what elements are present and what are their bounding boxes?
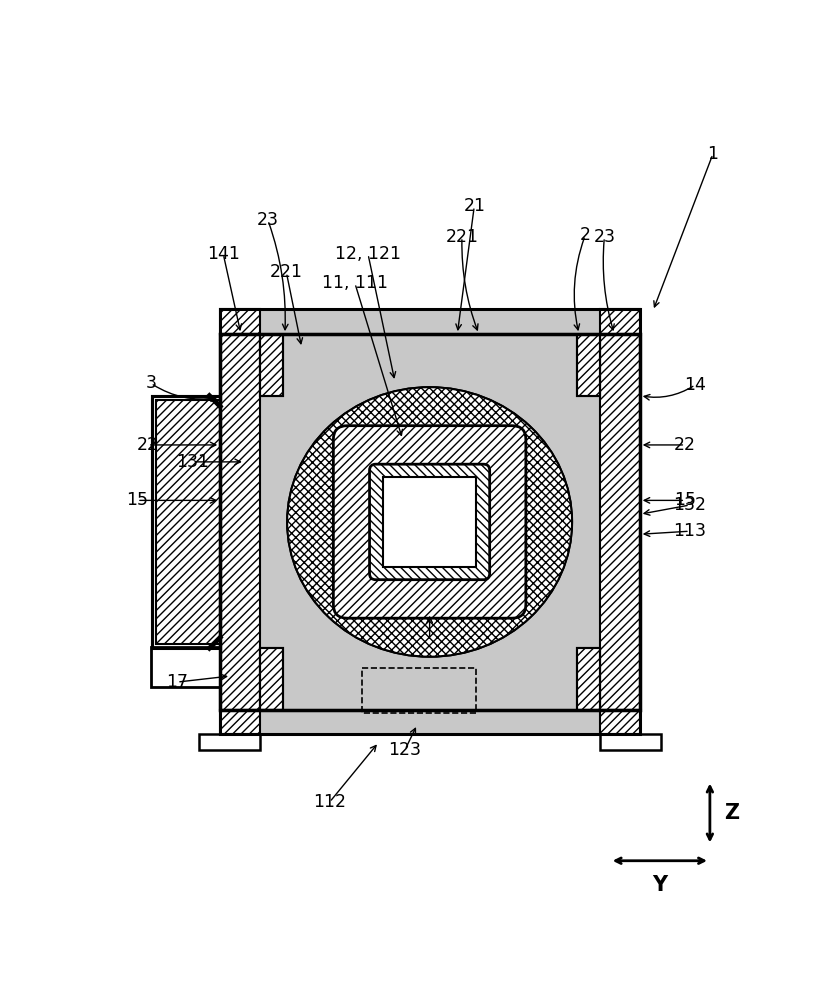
Bar bbox=[157, 400, 220, 644]
Text: 14: 14 bbox=[685, 376, 706, 394]
Bar bbox=[220, 710, 640, 734]
Bar bbox=[600, 309, 640, 334]
Text: 15: 15 bbox=[674, 491, 696, 509]
Bar bbox=[152, 396, 220, 648]
Bar bbox=[220, 309, 640, 334]
Text: 112: 112 bbox=[313, 793, 346, 811]
Bar bbox=[220, 309, 640, 334]
Bar bbox=[260, 334, 283, 396]
Bar bbox=[576, 648, 600, 710]
Bar bbox=[152, 396, 220, 648]
Bar bbox=[220, 710, 640, 734]
Bar bbox=[260, 648, 283, 710]
Bar bbox=[151, 647, 220, 687]
Text: 12, 121: 12, 121 bbox=[335, 245, 401, 263]
Text: 1: 1 bbox=[707, 145, 719, 163]
Bar bbox=[576, 334, 600, 396]
Text: 22: 22 bbox=[137, 436, 159, 454]
Bar bbox=[220, 334, 640, 710]
Bar bbox=[600, 710, 640, 734]
Bar bbox=[220, 710, 260, 734]
Bar bbox=[283, 334, 576, 710]
Bar bbox=[220, 334, 260, 710]
Text: 221: 221 bbox=[270, 263, 303, 281]
Text: 23: 23 bbox=[257, 211, 279, 229]
Text: Y: Y bbox=[652, 875, 667, 895]
Text: 3: 3 bbox=[146, 374, 157, 392]
Bar bbox=[600, 334, 640, 710]
FancyBboxPatch shape bbox=[370, 464, 490, 580]
FancyBboxPatch shape bbox=[333, 426, 526, 618]
Bar bbox=[220, 334, 640, 710]
Bar bbox=[576, 648, 600, 710]
Text: 141: 141 bbox=[207, 245, 240, 263]
Text: 17: 17 bbox=[166, 673, 188, 691]
Text: 113: 113 bbox=[673, 522, 706, 540]
Text: 2: 2 bbox=[580, 227, 591, 244]
Text: 131: 131 bbox=[176, 453, 209, 471]
Text: 221: 221 bbox=[446, 228, 478, 246]
Text: 21: 21 bbox=[463, 197, 486, 215]
Text: 22: 22 bbox=[674, 436, 696, 454]
Text: 11, 111: 11, 111 bbox=[322, 274, 388, 292]
Text: 132: 132 bbox=[673, 496, 706, 514]
Bar bbox=[383, 477, 476, 567]
Bar bbox=[198, 734, 260, 750]
Bar bbox=[260, 334, 283, 396]
Text: Z: Z bbox=[724, 803, 739, 823]
Text: 23: 23 bbox=[593, 228, 616, 246]
Bar bbox=[600, 734, 661, 750]
Bar bbox=[576, 334, 600, 396]
Bar bbox=[362, 668, 476, 713]
Text: 123: 123 bbox=[388, 741, 421, 759]
Bar bbox=[283, 334, 576, 710]
Ellipse shape bbox=[287, 387, 572, 657]
Bar bbox=[260, 648, 283, 710]
Ellipse shape bbox=[287, 387, 572, 657]
Bar bbox=[220, 309, 260, 334]
Text: 15: 15 bbox=[126, 491, 148, 509]
